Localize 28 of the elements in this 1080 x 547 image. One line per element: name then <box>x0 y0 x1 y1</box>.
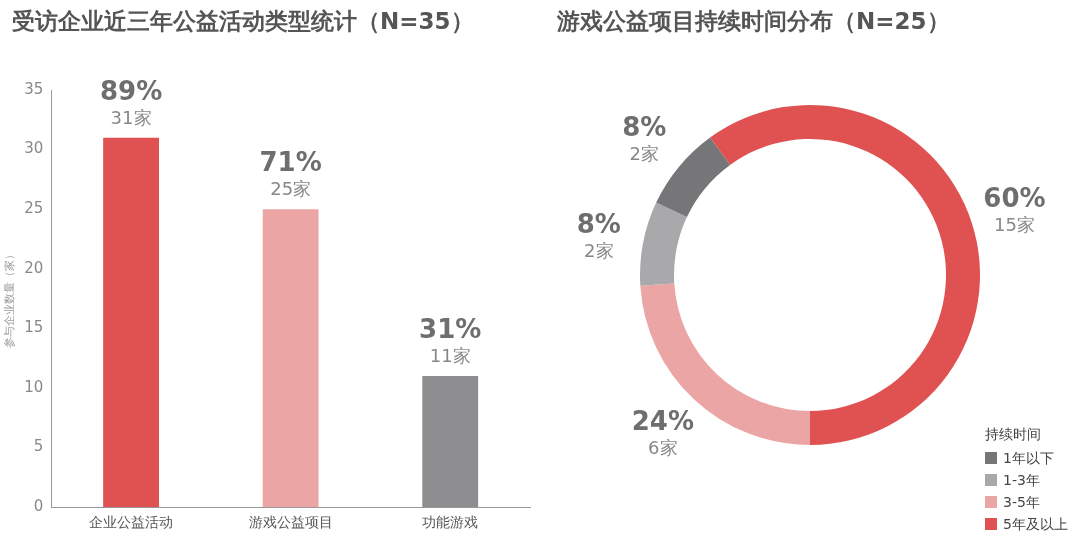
x-tick-label: 功能游戏 <box>422 514 479 531</box>
x-tick-label: 游戏公益项目 <box>248 514 333 531</box>
data-label: 60% 15家 <box>983 182 1046 235</box>
data-label: 89% 31家 <box>99 75 163 128</box>
data-label: 8% 2家 <box>622 111 667 164</box>
chart-title: 受访企业近三年公益活动类型统计（N=35） <box>12 7 474 36</box>
y-tick-label: 30 <box>24 139 44 158</box>
data-label: 31% 11家 <box>419 314 482 367</box>
legend-label: 1-3年 <box>1003 471 1040 490</box>
y-tick-label: 10 <box>24 377 44 396</box>
legend-title: 持续时间 <box>985 425 1043 444</box>
legend-label: 3-5年 <box>1003 493 1040 512</box>
y-tick-label: 15 <box>24 318 44 337</box>
chart-title: 游戏公益项目持续时间分布（N=25） <box>557 7 950 36</box>
y-tick-label: 5 <box>33 437 44 456</box>
y-axis-title: 参与企业数量（家） <box>3 249 17 349</box>
y-tick-label: 0 <box>33 497 44 516</box>
bar <box>103 137 159 508</box>
x-tick-label: 企业公益活动 <box>89 514 174 531</box>
bar <box>262 209 319 508</box>
legend-label: 1年以下 <box>1003 449 1054 468</box>
y-tick-label: 20 <box>24 258 44 277</box>
legend-label: 5年及以上 <box>1003 515 1068 534</box>
data-label: 8% 2家 <box>576 208 621 261</box>
data-label: 24% 6家 <box>631 405 694 458</box>
y-tick-label: 25 <box>24 199 44 218</box>
data-label: 71% 25家 <box>259 147 322 200</box>
y-tick-label: 35 <box>24 79 44 98</box>
